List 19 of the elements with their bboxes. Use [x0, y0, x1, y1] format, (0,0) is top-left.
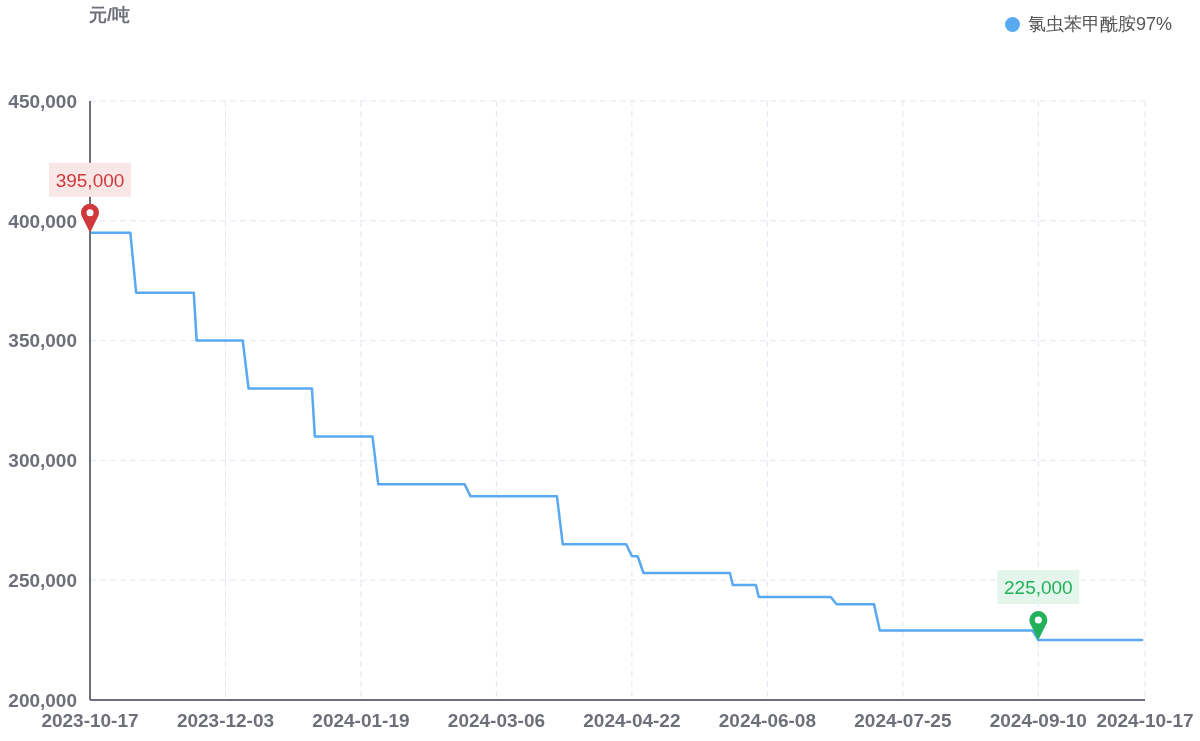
x-tick-label: 2023-12-03 — [176, 710, 275, 732]
annotation: 395,000 — [55, 169, 125, 191]
y-tick-label: 450,000 — [8, 90, 77, 112]
y-tick-label: 350,000 — [8, 330, 77, 352]
y-axis-title: 元/吨 — [89, 4, 131, 27]
y-tick-label: 400,000 — [8, 210, 77, 232]
x-tick-label: 2024-01-19 — [312, 710, 410, 732]
x-tick-label: 2023-10-17 — [41, 710, 139, 732]
legend-label: 氯虫苯甲酰胺97% — [1027, 13, 1172, 36]
x-tick-label: 2024-09-10 — [989, 710, 1087, 732]
annotation: 225,000 — [1004, 576, 1073, 598]
x-tick-label: 2024-07-25 — [854, 710, 952, 732]
x-tick-label: 2024-10-17 — [1096, 710, 1194, 732]
x-tick-label: 2024-03-06 — [447, 710, 546, 732]
x-tick-label: 2024-04-22 — [583, 710, 681, 732]
y-tick-label: 200,000 — [8, 689, 77, 711]
x-tick-label: 2024-06-08 — [718, 710, 816, 732]
y-tick-label: 250,000 — [8, 569, 77, 591]
y-tick-label: 300,000 — [8, 450, 77, 472]
